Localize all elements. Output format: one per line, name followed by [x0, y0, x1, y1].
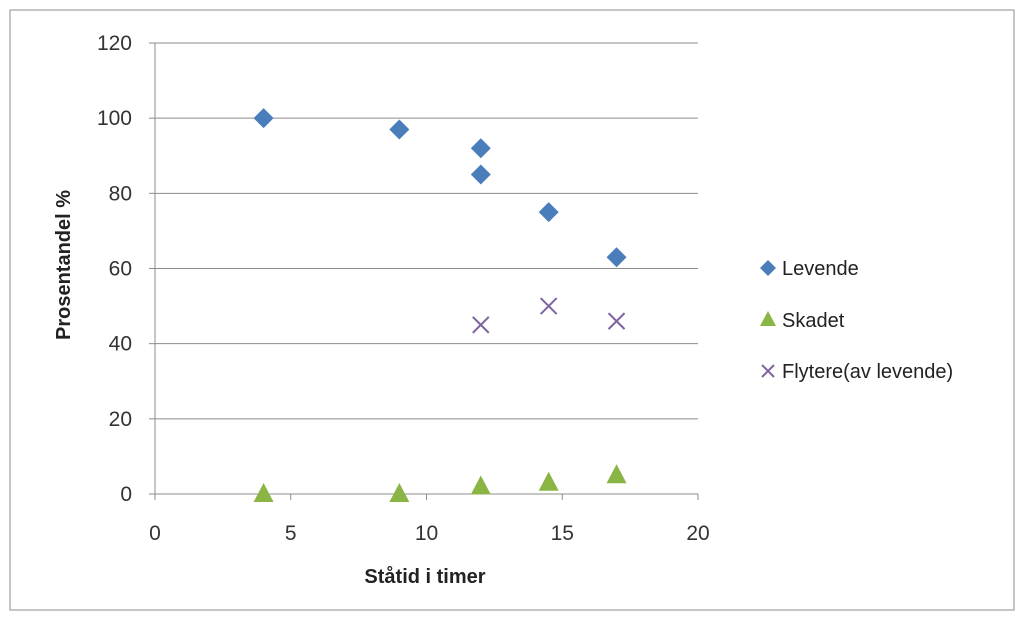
- x-tick-label: 10: [415, 522, 438, 545]
- data-point-diamond: [389, 119, 410, 140]
- data-point-diamond: [470, 164, 491, 185]
- data-point-triangle: [606, 464, 627, 484]
- axes: [149, 42, 699, 500]
- data-points: [253, 108, 627, 502]
- y-tick-label: 100: [97, 107, 132, 130]
- data-point-triangle: [470, 475, 491, 495]
- data-point-triangle: [253, 483, 274, 502]
- data-point-diamond: [253, 108, 274, 129]
- legend: Levende Skadet Flytere(av levende): [760, 258, 953, 383]
- legend-entry-label: Levende: [782, 258, 859, 280]
- x-tick-label: 0: [149, 522, 161, 545]
- chart-border: [9, 9, 1015, 611]
- legend-entry-label: Flytere(av levende): [782, 361, 953, 383]
- y-tick-labels: 0 20 40 60 80 100 120: [97, 32, 132, 506]
- x-tick-labels: 0 5 10 15 20: [149, 522, 710, 545]
- x-axis-title: Ståtid i timer: [364, 565, 485, 588]
- data-point-x: [472, 316, 490, 334]
- x-tick-label: 15: [551, 522, 574, 545]
- legend-marker-x: [761, 364, 775, 378]
- legend-marker-triangle: [760, 311, 776, 326]
- y-tick-label: 60: [109, 258, 132, 281]
- data-point-x: [539, 297, 558, 315]
- gridlines: [155, 42, 698, 420]
- data-point-diamond: [538, 202, 559, 223]
- x-tick-label: 5: [285, 522, 297, 545]
- y-tick-label: 0: [120, 483, 132, 506]
- x-tick-label: 20: [686, 522, 709, 545]
- data-point-triangle: [538, 471, 559, 491]
- data-point-diamond: [606, 247, 627, 268]
- y-tick-label: 80: [109, 182, 132, 205]
- data-point-diamond: [470, 138, 491, 159]
- data-point-x: [607, 312, 626, 330]
- y-tick-label: 40: [109, 333, 132, 356]
- y-tick-label: 120: [97, 32, 132, 55]
- y-tick-label: 20: [109, 408, 132, 431]
- data-point-triangle: [389, 483, 410, 502]
- legend-marker-diamond: [760, 260, 776, 276]
- y-axis-title: Prosentandel %: [53, 190, 75, 340]
- legend-entry-label: Skadet: [782, 310, 845, 332]
